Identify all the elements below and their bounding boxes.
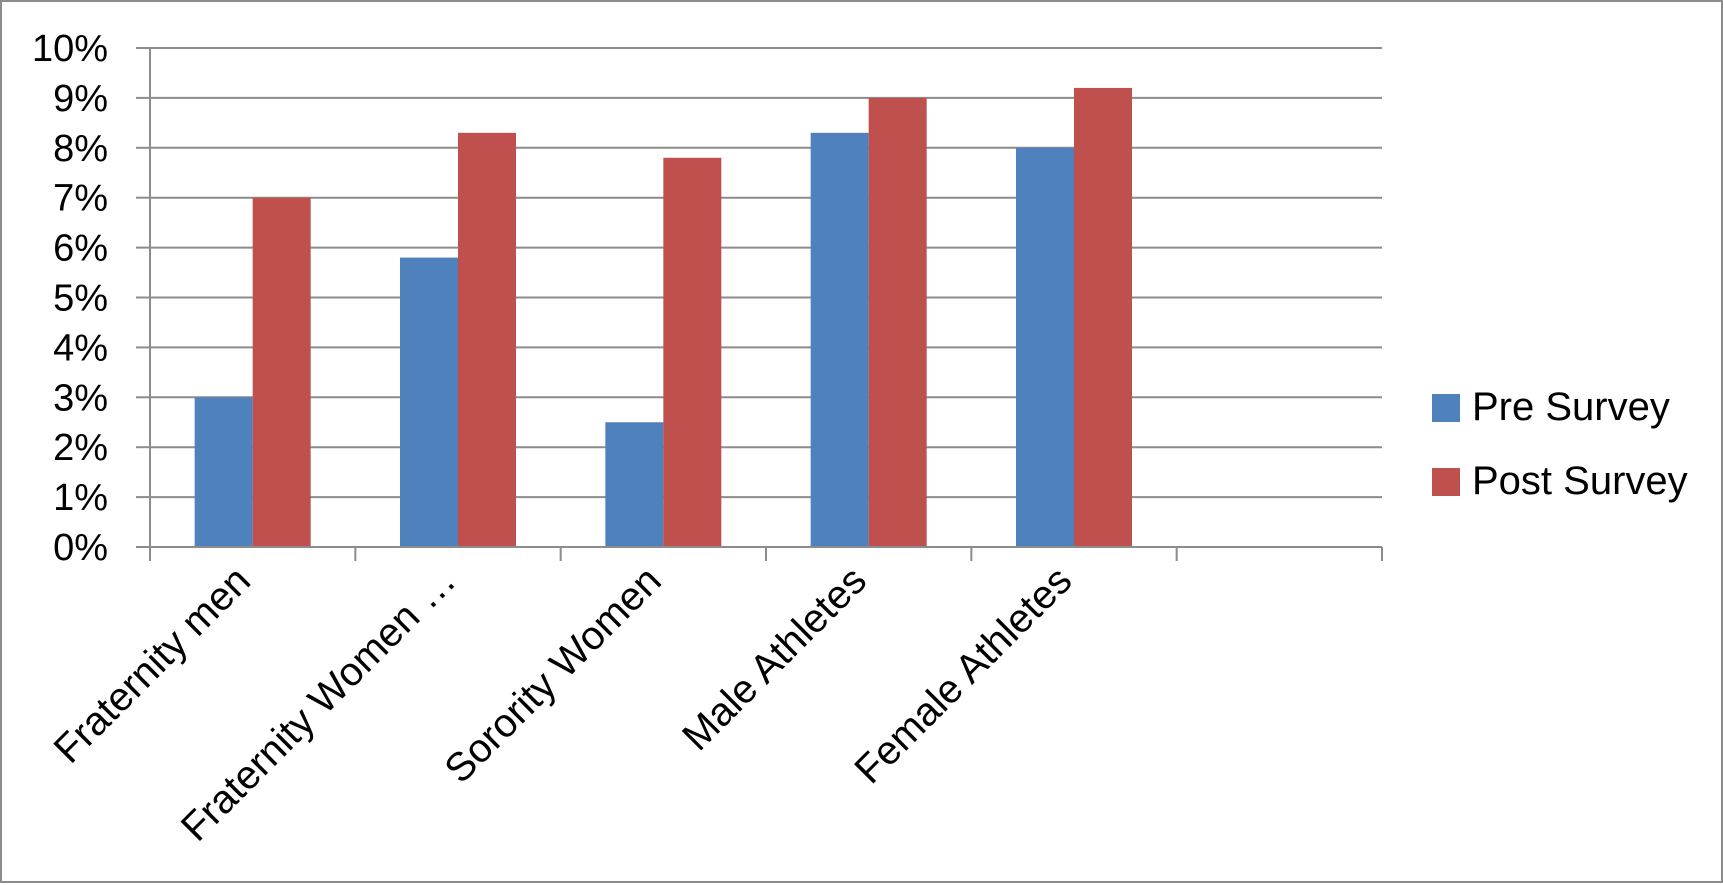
y-tick-label-7: 7% xyxy=(53,178,108,220)
y-tick-label-3: 3% xyxy=(53,377,108,419)
bar-post-survey-3 xyxy=(868,97,927,548)
y-tick-label-2: 2% xyxy=(53,427,108,469)
y-tick-label-4: 4% xyxy=(53,327,108,369)
bars xyxy=(194,87,1132,548)
bar-post-survey-1 xyxy=(458,132,516,547)
y-tick-label-1: 1% xyxy=(53,477,108,519)
y-tick-label-10: 10% xyxy=(32,28,108,70)
x-tick-label-2: Sorority Women xyxy=(436,558,669,791)
bar-pre-survey-2 xyxy=(605,422,664,547)
y-tick-label-6: 6% xyxy=(53,228,108,270)
legend: Pre Survey Post Survey xyxy=(1432,385,1688,503)
x-tick-label-4: Female Athletes xyxy=(846,558,1080,792)
gridlines xyxy=(150,47,1382,499)
axes xyxy=(136,47,1383,561)
bar-post-survey-2 xyxy=(663,157,722,547)
y-tick-label-5: 5% xyxy=(53,278,108,320)
legend-swatch-0 xyxy=(1432,394,1460,422)
bar-pre-survey-0 xyxy=(194,397,253,547)
legend-swatch-1 xyxy=(1432,468,1460,496)
y-tick-label-0: 0% xyxy=(53,527,108,569)
bar-pre-survey-1 xyxy=(400,257,458,547)
x-tick-label-0: Fraternity men xyxy=(46,558,259,771)
bar-post-survey-0 xyxy=(252,197,311,547)
bar-pre-survey-3 xyxy=(810,132,869,547)
y-tick-label-8: 8% xyxy=(53,128,108,170)
legend-label-0: Pre Survey xyxy=(1472,385,1670,429)
x-tick-label-3: Male Athletes xyxy=(674,558,875,759)
legend-label-1: Post Survey xyxy=(1472,459,1688,503)
bar-post-survey-4 xyxy=(1074,87,1132,548)
bar-pre-survey-4 xyxy=(1016,147,1074,548)
y-tick-label-9: 9% xyxy=(53,78,108,120)
y-axis-tick-labels: 0% 1% 2% 3% 4% 5% 6% 7% 8% 9% 10% xyxy=(32,28,108,569)
